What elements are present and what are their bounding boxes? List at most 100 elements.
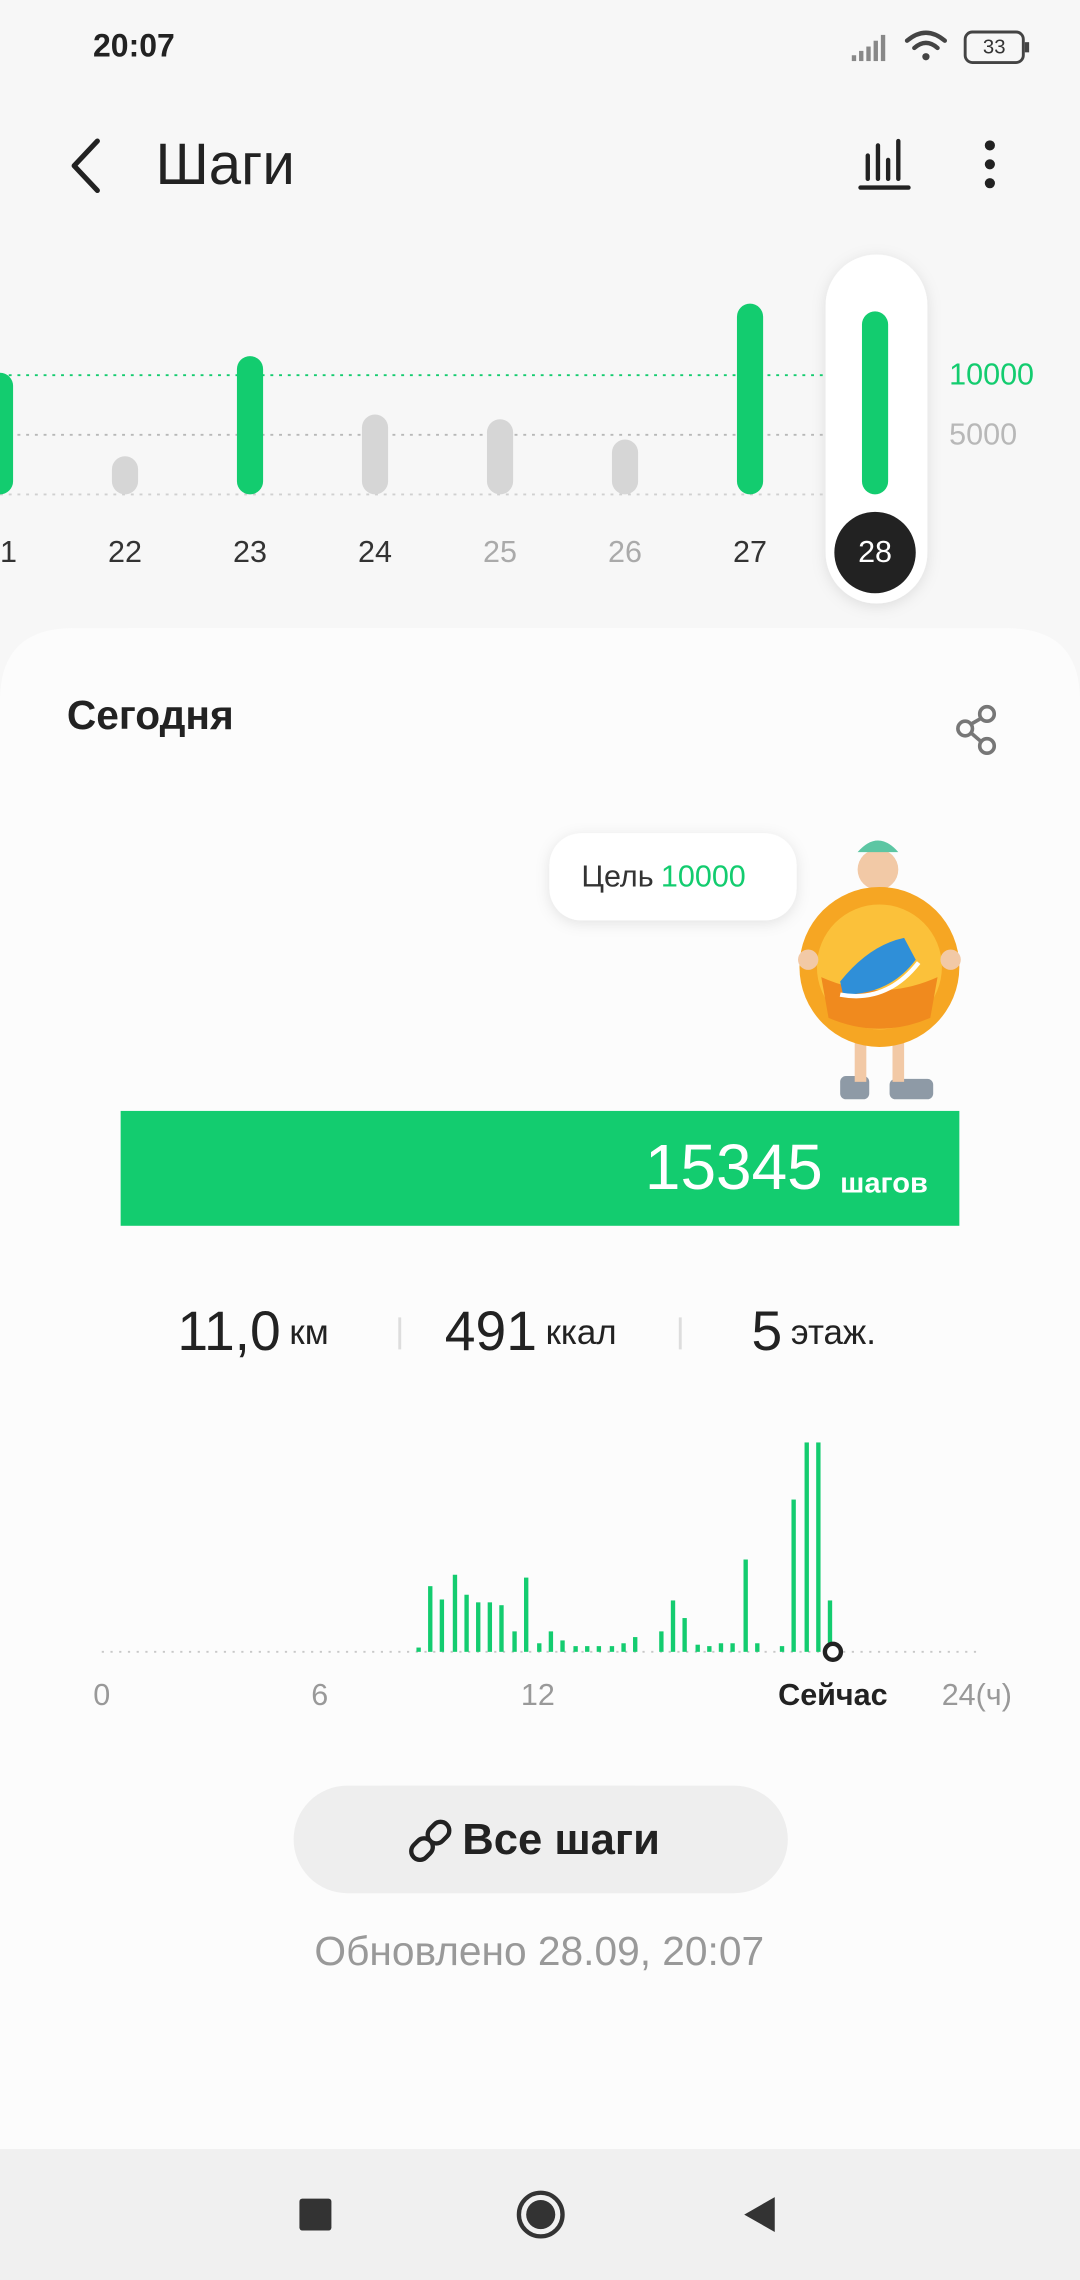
- steps-bar: [120, 1110, 960, 1226]
- hour-bar: [487, 1602, 493, 1652]
- day-bar: [486, 419, 514, 495]
- hour-bar: [416, 1647, 421, 1652]
- hour-bar: [695, 1644, 700, 1652]
- selected-day-dot: [834, 511, 916, 594]
- hour-bar: [621, 1643, 626, 1652]
- battery-icon: 33: [963, 30, 1030, 64]
- hour-bar: [499, 1605, 504, 1652]
- day-label: 22: [108, 535, 142, 569]
- day-bar: [861, 311, 889, 495]
- y-tick-label: 10000: [949, 358, 1034, 392]
- menu-button[interactable]: [984, 140, 995, 189]
- hour-bar: [428, 1586, 433, 1652]
- day-label: 21: [0, 535, 17, 569]
- day-bar: [236, 356, 264, 495]
- stat-unit: км: [289, 1313, 328, 1352]
- all-steps-button[interactable]: Все шаги: [293, 1785, 788, 1894]
- stat-value: 5: [751, 1299, 782, 1361]
- week-chart: 21: [0, 303, 889, 569]
- status-time: 20:07: [93, 27, 175, 63]
- hour-bar: [537, 1643, 542, 1652]
- button-label: Все шаги: [462, 1816, 660, 1864]
- card-title: Сегодня: [67, 692, 234, 738]
- goal-value: 10000: [661, 859, 746, 893]
- day-bar: [361, 414, 389, 495]
- steps-unit: шагов: [840, 1168, 928, 1200]
- week-axis: 5000 10000 22 23 24 25 26 27 28: [108, 358, 1034, 594]
- hour-bar: [573, 1646, 578, 1652]
- day-bar: [111, 456, 139, 495]
- hour-bar: [512, 1631, 517, 1652]
- share-button[interactable]: [956, 704, 997, 756]
- nav-back[interactable]: [744, 2197, 775, 2233]
- hour-bar: [464, 1594, 469, 1652]
- x-tick-label: 0: [93, 1678, 110, 1712]
- hour-bar: [452, 1574, 458, 1652]
- day-bar: [611, 439, 639, 495]
- stat-value: 491: [445, 1299, 537, 1361]
- day-label: 25: [483, 535, 517, 569]
- stat: 11,0 км: [177, 1299, 328, 1361]
- mascot-illustration: [798, 840, 961, 1100]
- hour-bar: [730, 1643, 735, 1652]
- hour-bar: [682, 1618, 687, 1652]
- now-marker: [822, 1641, 844, 1663]
- x-tick-label: 24(ч): [942, 1678, 1012, 1712]
- hour-bar: [609, 1646, 615, 1652]
- stat-unit: ккал: [546, 1313, 617, 1352]
- x-tick-label: 6: [311, 1678, 328, 1712]
- day-label: 23: [233, 535, 267, 569]
- goal-bubble: [549, 833, 797, 921]
- hour-bar: [755, 1643, 760, 1652]
- back-button[interactable]: [71, 138, 100, 194]
- hour-bar: [633, 1637, 638, 1652]
- hour-bar: [804, 1442, 809, 1652]
- hour-bar: [560, 1640, 565, 1652]
- hour-bar: [743, 1559, 748, 1652]
- hour-bar: [791, 1499, 796, 1652]
- nav-home[interactable]: [516, 2190, 565, 2239]
- page-title: Шаги: [156, 132, 295, 197]
- stat-unit: этаж.: [791, 1313, 876, 1352]
- goal-text: Цель 10000: [581, 859, 745, 893]
- nav-recents[interactable]: [299, 2198, 332, 2231]
- stat: 491 ккал: [445, 1299, 617, 1361]
- hour-bar: [707, 1646, 712, 1652]
- now-label: Сейчас: [778, 1678, 887, 1712]
- hour-bar: [779, 1646, 785, 1652]
- hour-bar: [718, 1643, 724, 1652]
- hour-bar: [816, 1442, 821, 1652]
- day-label: 27: [733, 535, 767, 569]
- hour-bar: [670, 1600, 676, 1652]
- y-tick-label: 5000: [949, 417, 1017, 451]
- hourly-chart: 0 6 12 24(ч) Сейчас: [93, 1442, 1012, 1712]
- steps-total: 15345: [645, 1131, 823, 1203]
- hour-bar: [596, 1646, 602, 1652]
- stats-row: 11,0 км 491 ккал 5 этаж.: [177, 1299, 876, 1361]
- hour-bar: [659, 1631, 664, 1652]
- signal-icon: [851, 34, 886, 62]
- hour-bar: [585, 1646, 590, 1652]
- day-bar: [736, 303, 764, 495]
- hour-bar: [827, 1600, 833, 1652]
- hour-bar: [439, 1599, 445, 1652]
- today-card: [0, 628, 1080, 2150]
- stats-button[interactable]: [858, 138, 911, 190]
- day-label: 26: [608, 535, 642, 569]
- stat: 5 этаж.: [751, 1299, 875, 1361]
- goal-label: Цель: [581, 859, 653, 893]
- wifi-icon: [904, 30, 947, 61]
- battery-level: 33: [983, 36, 1006, 58]
- day-label: 24: [358, 535, 392, 569]
- day-bar: [0, 372, 14, 495]
- x-tick-label: 12: [521, 1678, 555, 1712]
- updated-text: Обновлено 28.09, 20:07: [314, 1928, 764, 1974]
- hour-bar: [524, 1577, 529, 1652]
- stat-value: 11,0: [177, 1299, 280, 1361]
- hour-bar: [548, 1631, 554, 1652]
- hour-bar: [476, 1602, 481, 1652]
- day-label: 28: [858, 535, 892, 569]
